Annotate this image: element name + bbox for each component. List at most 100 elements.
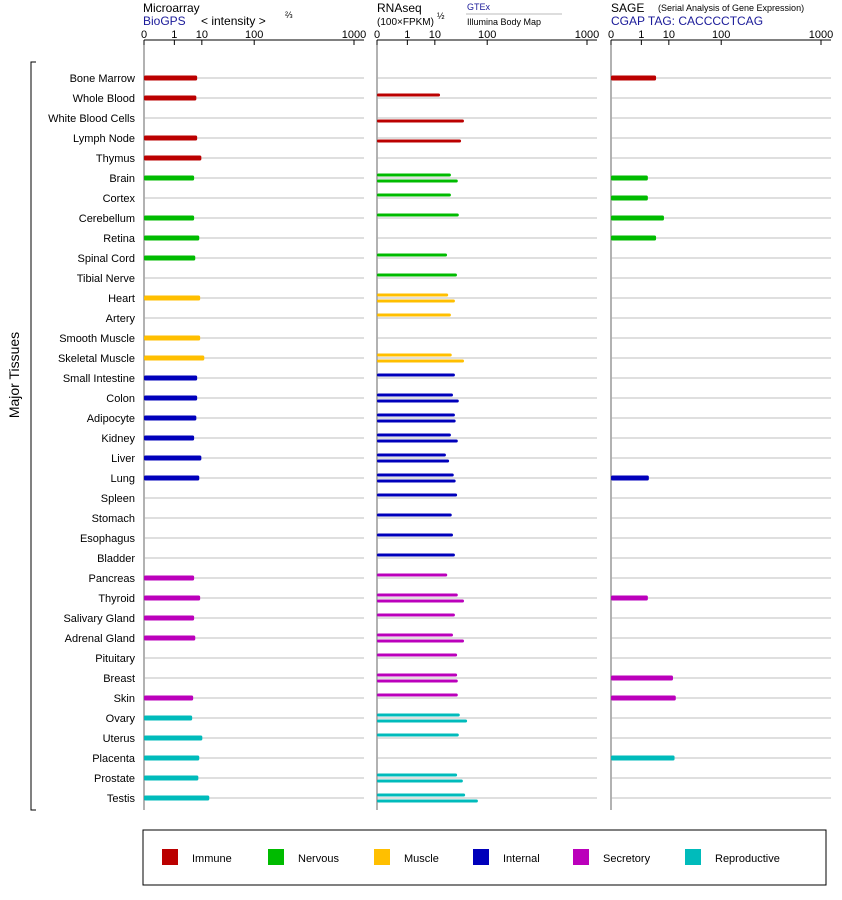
bar (144, 575, 195, 581)
row-label: Retina (103, 233, 136, 245)
row-label: Pancreas (89, 573, 136, 585)
legend-label: Internal (503, 853, 540, 865)
x-tick-label: 100 (245, 29, 263, 41)
bar (377, 413, 455, 417)
bar (611, 595, 648, 601)
bar (377, 393, 453, 397)
row-label: Lymph Node (73, 133, 135, 145)
legend-label: Secretory (603, 853, 651, 865)
x-tick-label: 10 (663, 29, 675, 41)
panel-exponent: ½ (437, 11, 445, 21)
panel-title: RNAseq (377, 1, 422, 15)
bar (377, 713, 460, 717)
bar (377, 93, 441, 97)
bar (144, 795, 210, 801)
bar (377, 573, 448, 577)
bar (144, 75, 198, 81)
row-label: Pituitary (95, 653, 135, 665)
bar (377, 793, 466, 797)
bar (377, 173, 451, 177)
row-label: Tibial Nerve (77, 273, 135, 285)
row-label: Ovary (106, 713, 136, 725)
x-tick-label: 1 (638, 29, 644, 41)
row-label: Uterus (103, 733, 136, 745)
bar (144, 355, 205, 361)
row-label: Cerebellum (79, 213, 135, 225)
legend-box (142, 829, 827, 886)
row-label: Breast (103, 673, 135, 685)
panel-title: SAGE (611, 1, 644, 15)
row-label: Salivary Gland (63, 613, 135, 625)
row-label: Heart (108, 293, 135, 305)
bar (144, 455, 202, 461)
bar (377, 613, 455, 617)
row-label: Stomach (92, 513, 135, 525)
bar (377, 633, 453, 637)
legend-label: Nervous (298, 853, 339, 865)
series-label: Illumina Body Map (467, 17, 541, 27)
bar (611, 195, 648, 201)
bar (377, 773, 458, 777)
panel-title: Microarray (143, 1, 200, 15)
x-tick-label: 0 (141, 29, 147, 41)
row-label: Testis (107, 793, 136, 805)
bar (377, 679, 458, 683)
bracket (30, 61, 36, 811)
x-tick-label: 1 (171, 29, 177, 41)
row-label: Adrenal Gland (65, 633, 135, 645)
row-label: Placenta (92, 753, 136, 765)
bar (611, 175, 648, 181)
bar (377, 373, 455, 377)
row-label: Colon (106, 393, 135, 405)
legend-swatch (268, 849, 284, 865)
bar (144, 695, 194, 701)
bar (377, 119, 464, 123)
y-axis-label: Major Tissues (6, 332, 22, 418)
bar (377, 479, 456, 483)
bar (611, 75, 657, 81)
row-label: Lung (111, 473, 135, 485)
bar (377, 273, 457, 277)
bar (144, 715, 193, 721)
bar (144, 615, 195, 621)
panel-exponent: ⅔ (285, 10, 293, 20)
panel-measure: (100×FPKM) (377, 17, 434, 28)
bar (377, 799, 478, 803)
bar (377, 139, 462, 143)
x-tick-label: 1000 (342, 29, 366, 41)
x-tick-label: 100 (712, 29, 730, 41)
bar (377, 553, 455, 557)
bar (144, 375, 198, 381)
x-tick-label: 10 (196, 29, 208, 41)
bar (144, 435, 195, 441)
bar (377, 673, 458, 677)
bar (144, 775, 199, 781)
bar (144, 95, 197, 101)
row-label: Spleen (101, 493, 135, 505)
x-tick-label: 1000 (575, 29, 599, 41)
bar (144, 175, 195, 181)
x-tick-label: 0 (608, 29, 614, 41)
bar (144, 335, 201, 341)
bar (144, 595, 201, 601)
row-label: Kidney (101, 433, 135, 445)
bar (611, 475, 649, 481)
x-tick-label: 10 (429, 29, 441, 41)
row-label: Bone Marrow (70, 73, 135, 85)
bar (377, 193, 451, 197)
bar (144, 215, 195, 221)
bar (144, 295, 201, 301)
bar (377, 733, 459, 737)
row-label: Whole Blood (73, 93, 135, 105)
bar (611, 215, 664, 221)
legend-swatch (473, 849, 489, 865)
panel-measure: < intensity > (201, 14, 266, 28)
bar (377, 439, 458, 443)
row-label: Liver (111, 453, 135, 465)
x-tick-label: 1000 (809, 29, 833, 41)
row-label: Thymus (96, 153, 136, 165)
bar (377, 213, 459, 217)
bar (377, 513, 452, 517)
